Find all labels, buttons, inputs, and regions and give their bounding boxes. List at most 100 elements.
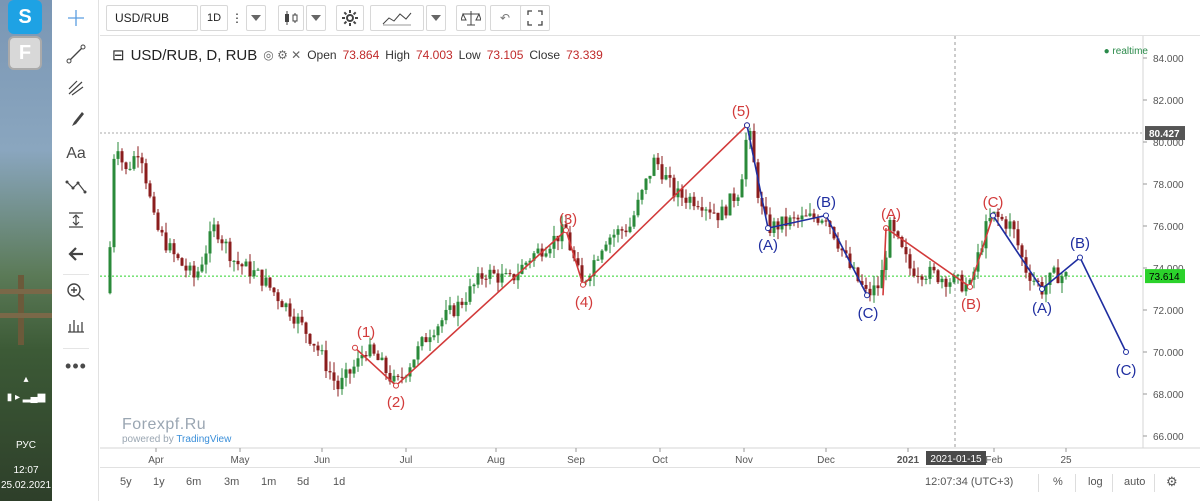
undo-icon[interactable]: ↶ [499, 11, 511, 25]
candle-body [912, 268, 916, 276]
candle-body [264, 277, 268, 286]
candle-body [580, 265, 584, 282]
candles-style-icon[interactable] [278, 5, 304, 31]
range-1d[interactable]: 1d [333, 476, 346, 488]
interval-dropdown-icon[interactable] [246, 5, 266, 31]
wave-label-red: (4) [575, 294, 593, 311]
forex-app-icon[interactable]: F [8, 36, 42, 70]
interval-button[interactable]: 1D [200, 5, 228, 31]
candle-body [888, 219, 892, 258]
candle-body [596, 259, 600, 261]
zoom-icon[interactable] [53, 276, 99, 308]
indicators-icon[interactable] [370, 5, 424, 31]
candle-body [328, 371, 332, 373]
auto-toggle[interactable]: auto [1124, 476, 1146, 488]
open-value: 73.864 [342, 48, 380, 62]
compare-scale-icon[interactable] [456, 5, 486, 31]
candle-body [672, 177, 676, 198]
impulse-wave-line-node [393, 382, 399, 389]
more-tools-icon[interactable]: ••• [65, 355, 87, 376]
tray-language[interactable]: РУС [15, 440, 37, 451]
candle-body [740, 179, 744, 198]
range-5y[interactable]: 5y [120, 476, 132, 488]
tray-time[interactable]: 12:07 [13, 465, 39, 476]
candle-body [412, 359, 416, 368]
back-arrow-icon[interactable] [53, 238, 99, 270]
candle-body [484, 278, 488, 280]
pattern-tool-icon[interactable] [53, 170, 99, 202]
app-letter: F [18, 41, 32, 64]
candle-body [652, 157, 656, 176]
candle-body [200, 264, 204, 272]
candle-body [964, 284, 968, 292]
percent-toggle[interactable]: % [1053, 476, 1063, 488]
candle-body [428, 337, 432, 343]
watermark-tradingview: TradingView [176, 434, 232, 445]
candle-body [960, 274, 964, 292]
candle-body [908, 254, 912, 269]
chart-settings-gear-icon[interactable]: ⚙ [1166, 474, 1178, 489]
candle-body [1052, 267, 1056, 273]
candle-body [692, 196, 696, 207]
candle-body [840, 248, 844, 251]
high-price-label: 80.427 [1149, 129, 1180, 140]
candle-body [256, 269, 260, 271]
candle-body [668, 175, 672, 178]
candle-body [996, 211, 1000, 217]
candle-body [704, 209, 708, 211]
skype-icon[interactable]: S [8, 0, 42, 34]
close-value: 73.339 [566, 48, 603, 62]
clock-time[interactable]: 12:07:34 (UTC+3) [925, 476, 1014, 488]
chart-pane[interactable]: 84.00082.00080.00078.00076.00074.00072.0… [100, 36, 1200, 466]
indicators-dropdown-icon[interactable] [426, 5, 446, 31]
legend-settings-icons[interactable]: ◎ ⚙ ✕ [263, 48, 302, 62]
log-toggle[interactable]: log [1088, 476, 1103, 488]
candle-body [852, 267, 856, 269]
tray-status-icons[interactable]: ▮ ▸ ▂▄▆ [6, 392, 46, 403]
candle-body [1020, 245, 1024, 258]
collapse-legend-icon[interactable]: ⊟ [112, 47, 125, 64]
fullscreen-icon[interactable] [520, 5, 550, 31]
candle-body [1000, 216, 1004, 220]
interval-menu-icon[interactable]: ⋮ [230, 5, 244, 31]
projection-wave-line-node [1123, 349, 1129, 355]
brush-tool-icon[interactable] [53, 104, 99, 136]
candle-body [780, 216, 784, 230]
settings-gear-icon[interactable] [336, 5, 364, 31]
candle-body [604, 244, 608, 251]
impulse-wave-line-node [563, 227, 569, 234]
candle-body [524, 262, 528, 265]
realtime-indicator: ● realtime [1103, 46, 1148, 57]
candle-body [216, 224, 220, 240]
candle-body [116, 151, 120, 159]
range-1m[interactable]: 1m [261, 476, 277, 488]
symbol-text: USD/RUB [115, 11, 170, 25]
range-1y[interactable]: 1y [153, 476, 165, 488]
symbol-input[interactable]: USD/RUB [106, 5, 198, 31]
range-3m[interactable]: 3m [224, 476, 240, 488]
candle-body [628, 226, 632, 233]
candle-body [916, 275, 920, 277]
range-5d[interactable]: 5d [297, 476, 310, 488]
trendline-tool-icon[interactable] [53, 38, 99, 70]
chart-style-dropdown-icon[interactable] [306, 5, 326, 31]
candle-body [300, 316, 304, 323]
price-chart[interactable]: 84.00082.00080.00078.00076.00074.00072.0… [100, 36, 1200, 466]
range-6m[interactable]: 6m [186, 476, 202, 488]
measure-tool-icon[interactable] [53, 204, 99, 236]
pitchfork-tool-icon[interactable] [53, 72, 99, 104]
wave-label-blue: (C) [1116, 362, 1137, 379]
ruler-lock-icon[interactable] [53, 310, 99, 342]
candle-body [716, 212, 720, 221]
candle-body [204, 253, 208, 265]
candle-body [312, 343, 316, 346]
tray-date[interactable]: 25.02.2021 [0, 480, 52, 491]
candle-body [132, 156, 136, 169]
crosshair-tool-icon[interactable] [53, 2, 99, 34]
text-tool-icon[interactable]: Aa [66, 145, 86, 162]
candle-body [220, 239, 224, 244]
tray-expand-icon[interactable]: ▴ [23, 374, 29, 385]
candle-body [560, 224, 564, 242]
candle-body [440, 320, 444, 327]
candle-body [224, 241, 228, 244]
